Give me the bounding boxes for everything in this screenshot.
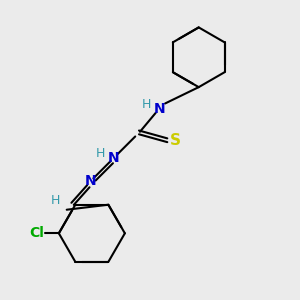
Text: H: H — [142, 98, 151, 111]
Text: N: N — [108, 151, 120, 165]
Text: N: N — [154, 102, 165, 116]
Text: Cl: Cl — [29, 226, 44, 240]
Text: H: H — [96, 147, 105, 160]
Text: S: S — [169, 133, 181, 148]
Text: H: H — [50, 194, 60, 207]
Text: N: N — [85, 174, 96, 188]
